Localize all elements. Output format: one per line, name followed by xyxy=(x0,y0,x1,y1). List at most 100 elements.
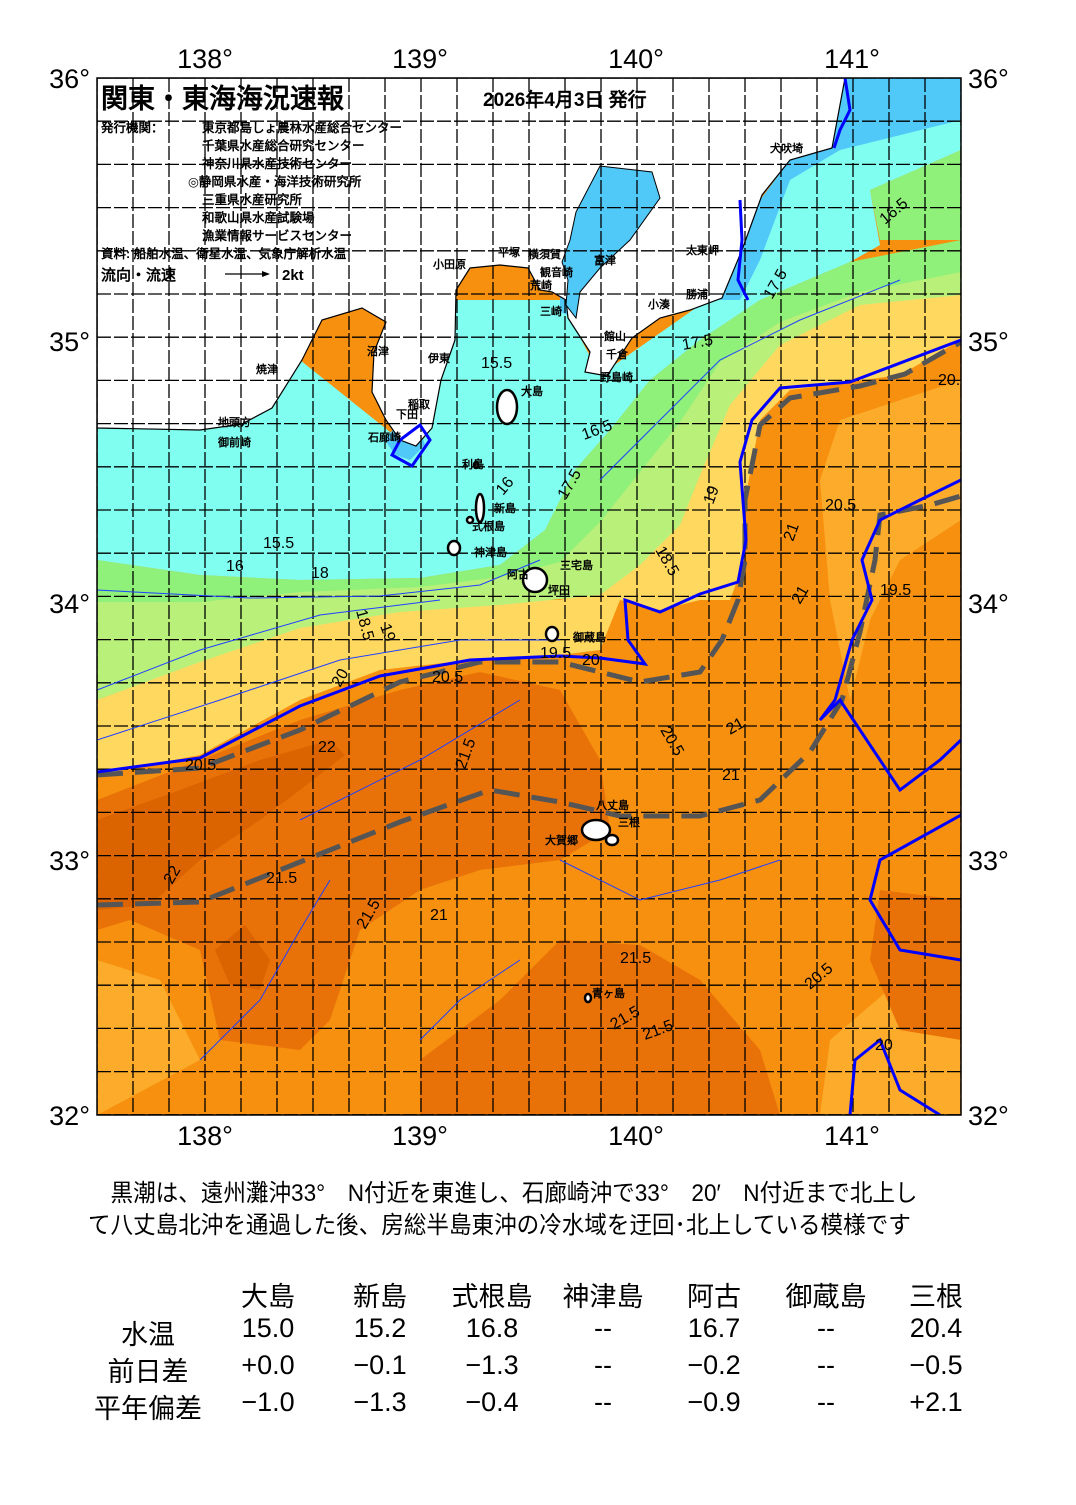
table-cell: -- xyxy=(594,1387,612,1417)
place-name: 石廊崎 xyxy=(367,430,401,444)
place-name: 伊東 xyxy=(427,351,451,365)
isotherm-label: 22 xyxy=(161,863,185,887)
isotherm-label: 19.5 xyxy=(540,645,571,662)
place-name: 勝浦 xyxy=(686,287,708,301)
place-name: 式根島 xyxy=(472,519,505,533)
longitude-label-top: 139° xyxy=(392,44,448,74)
latitude-label-right: 36° xyxy=(968,64,1009,94)
isotherm-label: 21 xyxy=(789,583,813,607)
place-name: 三崎 xyxy=(540,304,562,318)
island xyxy=(583,992,593,1004)
place-name: 八丈島 xyxy=(595,798,629,812)
latitude-label-left: 32° xyxy=(49,1101,90,1131)
tokyo-bay xyxy=(561,165,661,320)
island xyxy=(580,818,612,842)
island xyxy=(544,625,560,643)
place-name: 横須賀 xyxy=(528,247,561,261)
place-name: 平塚 xyxy=(498,245,520,259)
place-name: 館山 xyxy=(603,329,626,343)
longitude-label-bottom: 139° xyxy=(392,1121,448,1151)
place-name: 御蔵島 xyxy=(572,630,606,644)
place-name: 阿古 xyxy=(507,567,529,581)
isotherm-major-line xyxy=(97,78,961,1115)
table-cell: +0.0 xyxy=(241,1350,295,1380)
place-name: 坪田 xyxy=(548,584,570,597)
island xyxy=(465,515,475,525)
station-header: 大島 xyxy=(241,1282,295,1312)
table-cell: −1.3 xyxy=(465,1350,519,1380)
row-label: 水温 xyxy=(121,1320,175,1350)
summary-text: 黒潮は、遠州灘沖33° N付近を東進し、石廊崎沖で33° 20′ N付近まで北上… xyxy=(88,1180,918,1239)
arrow-head-icon xyxy=(262,271,270,277)
isotherm-label: 17.5 xyxy=(681,332,715,354)
table-cell: −0.5 xyxy=(909,1350,963,1380)
island xyxy=(472,460,480,470)
latitude-label-left: 36° xyxy=(49,64,90,94)
place-name: 焼津 xyxy=(256,362,278,376)
isotherm-label: 20 xyxy=(875,1037,893,1054)
flow-legend-label: 流向・流速 xyxy=(101,266,176,284)
issuer-name: ◎静岡県水産・海洋技術研究所 xyxy=(188,174,362,189)
latitude-label-left: 33° xyxy=(49,846,90,876)
place-name: 利島 xyxy=(462,457,484,471)
latitude-label-left: 35° xyxy=(49,327,90,357)
water-14-15 xyxy=(97,78,961,460)
island xyxy=(521,566,549,594)
place-name: 富津 xyxy=(594,253,616,267)
place-name: 稲取 xyxy=(408,397,430,411)
row-label: 前日差 xyxy=(107,1357,189,1387)
isotherm-label: 21.5 xyxy=(620,950,651,967)
map-title: 関東・東海海況速報 xyxy=(101,84,345,114)
place-name: 野島崎 xyxy=(600,370,633,384)
place-name: 地頭方 xyxy=(218,415,251,429)
place-name: 下田 xyxy=(396,408,418,421)
isotherm-label: 21.5 xyxy=(266,870,297,887)
station-header: 三根 xyxy=(909,1282,963,1312)
place-name: 三根 xyxy=(618,815,641,829)
station-header: 御蔵島 xyxy=(785,1282,867,1312)
island xyxy=(604,833,620,847)
isotherm-label: 21 xyxy=(722,767,740,784)
station-header: 神津島 xyxy=(562,1282,644,1312)
island xyxy=(446,539,462,557)
place-name: 三宅島 xyxy=(560,558,593,572)
longitude-label-top: 141° xyxy=(824,44,880,74)
isotherm-label: 22 xyxy=(318,739,336,756)
kuroshio-axis-north xyxy=(97,339,961,778)
island xyxy=(474,492,486,524)
island xyxy=(495,388,519,426)
place-name: 太東岬 xyxy=(685,243,719,257)
longitude-label-bottom: 140° xyxy=(608,1121,664,1151)
land xyxy=(97,78,846,447)
issuer-name: 東京都島しょ農林水産総合センター xyxy=(202,120,402,135)
station-header: 新島 xyxy=(353,1282,407,1312)
isotherm-label: 21 xyxy=(430,907,448,924)
isotherm-label: 21 xyxy=(781,521,803,544)
latitude-label-right: 34° xyxy=(968,589,1009,619)
station-header: 阿古 xyxy=(687,1282,741,1312)
isotherm-label: 15.5 xyxy=(263,535,294,552)
isotherm-label: 20.5 xyxy=(185,757,216,774)
isotherm-label: 16 xyxy=(226,558,244,575)
table-cell: -- xyxy=(817,1313,835,1343)
isotherm-label: 15.5 xyxy=(481,355,512,372)
isotherm-label: 19 xyxy=(376,622,398,645)
place-name: 御前崎 xyxy=(217,435,251,449)
issuer-name: 漁業情報サービスセンター xyxy=(202,228,352,243)
table-cell: -- xyxy=(594,1350,612,1380)
isotherm-label: 20 xyxy=(329,666,353,690)
kuroshio-axis-south xyxy=(97,493,961,908)
place-name: 荒崎 xyxy=(529,278,552,292)
longitude-label-bottom: 138° xyxy=(177,1121,233,1151)
isotherm-label: 20 xyxy=(582,652,600,669)
station-header: 式根島 xyxy=(451,1282,533,1312)
longitude-label-top: 140° xyxy=(608,44,664,74)
water-22 xyxy=(97,740,345,990)
table-cell: 15.2 xyxy=(353,1313,407,1343)
table-cell: -- xyxy=(817,1387,835,1417)
place-name: 新島 xyxy=(494,501,516,515)
issuer-name: 神奈川県水産技術センター xyxy=(202,156,352,171)
issuer-label: 発行機関： xyxy=(100,120,164,135)
table-cell: −0.9 xyxy=(687,1387,741,1417)
